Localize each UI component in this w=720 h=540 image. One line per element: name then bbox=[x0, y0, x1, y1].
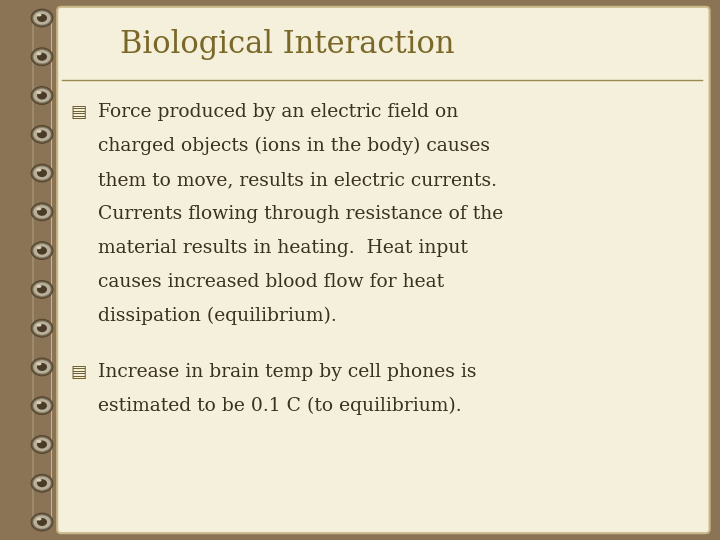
Ellipse shape bbox=[31, 280, 53, 299]
Ellipse shape bbox=[37, 130, 42, 133]
Ellipse shape bbox=[33, 89, 51, 103]
Text: ▤: ▤ bbox=[70, 103, 86, 121]
Text: charged objects (ions in the body) causes: charged objects (ions in the body) cause… bbox=[98, 137, 490, 155]
Ellipse shape bbox=[31, 125, 53, 143]
Ellipse shape bbox=[33, 205, 51, 219]
Ellipse shape bbox=[33, 282, 51, 296]
Text: them to move, results in electric currents.: them to move, results in electric curren… bbox=[98, 171, 497, 189]
Text: dissipation (equilibrium).: dissipation (equilibrium). bbox=[98, 307, 337, 325]
Ellipse shape bbox=[33, 244, 51, 258]
Ellipse shape bbox=[37, 285, 47, 293]
Ellipse shape bbox=[37, 130, 47, 138]
Ellipse shape bbox=[33, 476, 51, 490]
Ellipse shape bbox=[37, 247, 47, 255]
Ellipse shape bbox=[31, 164, 53, 182]
Ellipse shape bbox=[31, 48, 53, 66]
Ellipse shape bbox=[31, 474, 53, 492]
Ellipse shape bbox=[33, 399, 51, 413]
Ellipse shape bbox=[37, 285, 42, 288]
Ellipse shape bbox=[37, 324, 47, 332]
Ellipse shape bbox=[31, 513, 53, 531]
Text: causes increased blood flow for heat: causes increased blood flow for heat bbox=[98, 273, 444, 291]
Ellipse shape bbox=[37, 479, 42, 482]
Text: Force produced by an electric field on: Force produced by an electric field on bbox=[98, 103, 458, 121]
Ellipse shape bbox=[33, 437, 51, 451]
Ellipse shape bbox=[37, 518, 47, 526]
Ellipse shape bbox=[37, 323, 42, 327]
Ellipse shape bbox=[31, 397, 53, 415]
Ellipse shape bbox=[33, 321, 51, 335]
Ellipse shape bbox=[33, 166, 51, 180]
Text: Increase in brain temp by cell phones is: Increase in brain temp by cell phones is bbox=[98, 363, 477, 381]
Ellipse shape bbox=[37, 362, 42, 366]
Ellipse shape bbox=[37, 169, 47, 177]
Ellipse shape bbox=[37, 441, 47, 448]
Ellipse shape bbox=[37, 53, 47, 61]
Ellipse shape bbox=[37, 440, 42, 443]
Ellipse shape bbox=[37, 402, 47, 410]
Ellipse shape bbox=[31, 241, 53, 260]
Ellipse shape bbox=[33, 360, 51, 374]
Ellipse shape bbox=[33, 11, 51, 25]
Ellipse shape bbox=[31, 358, 53, 376]
Text: Biological Interaction: Biological Interaction bbox=[120, 30, 454, 60]
Ellipse shape bbox=[37, 363, 47, 371]
Ellipse shape bbox=[33, 50, 51, 64]
Ellipse shape bbox=[33, 127, 51, 141]
Ellipse shape bbox=[37, 401, 42, 404]
Text: estimated to be 0.1 C (to equilibrium).: estimated to be 0.1 C (to equilibrium). bbox=[98, 397, 462, 415]
Ellipse shape bbox=[31, 86, 53, 105]
Text: ▤: ▤ bbox=[70, 363, 86, 381]
Ellipse shape bbox=[37, 517, 42, 521]
Ellipse shape bbox=[37, 246, 42, 249]
Ellipse shape bbox=[37, 168, 42, 172]
Ellipse shape bbox=[33, 515, 51, 529]
Ellipse shape bbox=[37, 14, 42, 17]
Ellipse shape bbox=[31, 319, 53, 337]
Ellipse shape bbox=[37, 208, 47, 216]
Text: Currents flowing through resistance of the: Currents flowing through resistance of t… bbox=[98, 205, 503, 223]
Ellipse shape bbox=[37, 207, 42, 211]
Ellipse shape bbox=[37, 91, 42, 94]
Ellipse shape bbox=[37, 14, 47, 22]
Ellipse shape bbox=[37, 92, 47, 99]
Ellipse shape bbox=[37, 52, 42, 55]
Text: material results in heating.  Heat input: material results in heating. Heat input bbox=[98, 239, 468, 257]
Ellipse shape bbox=[31, 9, 53, 27]
Ellipse shape bbox=[31, 203, 53, 221]
FancyBboxPatch shape bbox=[57, 7, 710, 533]
Ellipse shape bbox=[31, 435, 53, 454]
Ellipse shape bbox=[37, 479, 47, 487]
